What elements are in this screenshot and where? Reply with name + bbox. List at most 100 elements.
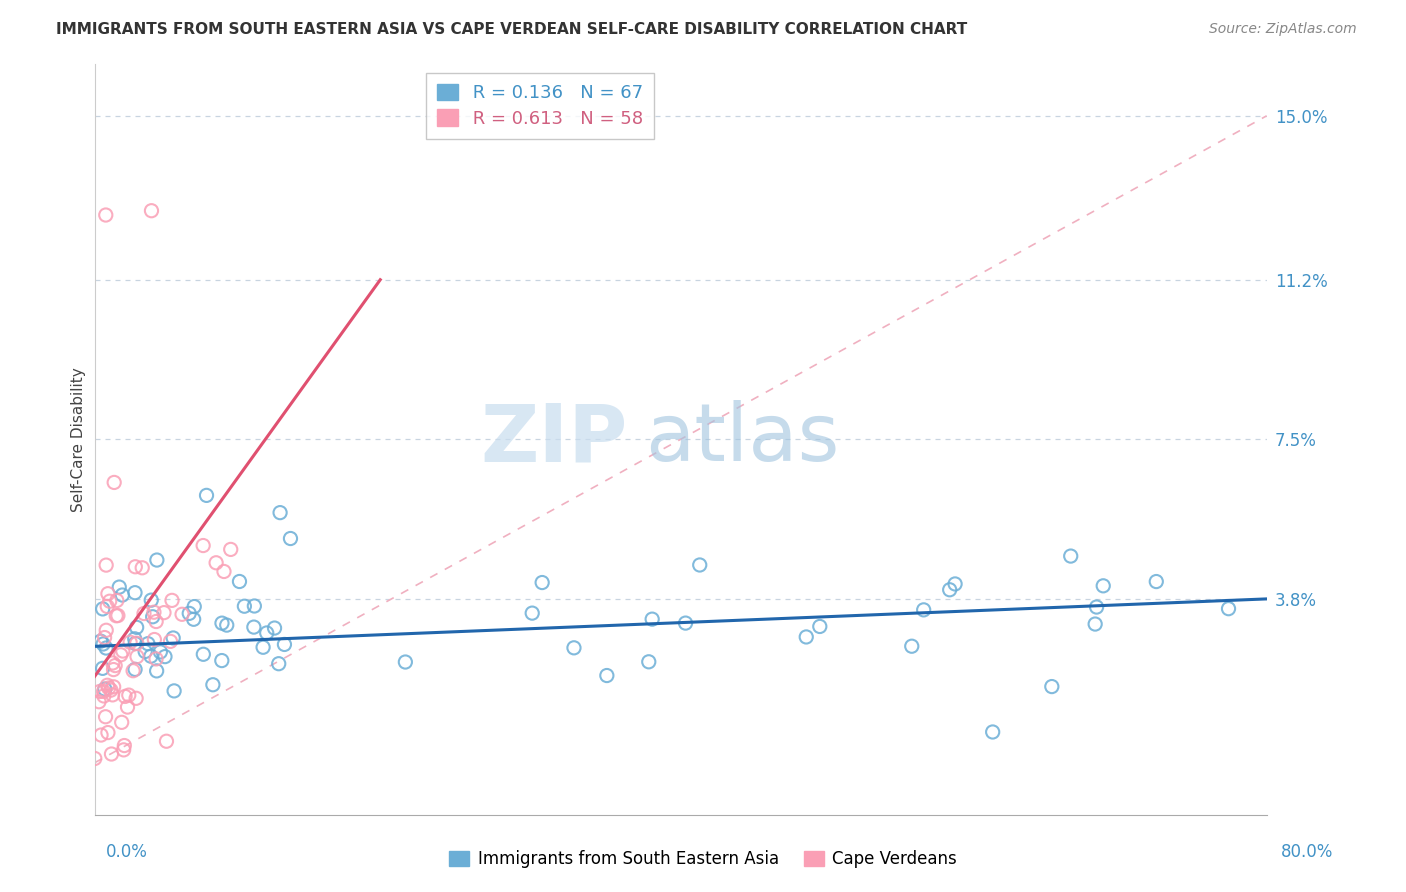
Point	[139, 649, 162, 664]
Point	[808, 619, 831, 633]
Point	[122, 664, 145, 678]
Point	[93, 689, 115, 703]
Point	[205, 556, 228, 570]
Point	[981, 725, 1004, 739]
Point	[97, 587, 120, 601]
Y-axis label: Self-Care Disability: Self-Care Disability	[72, 367, 86, 512]
Point	[1144, 574, 1167, 589]
Point	[162, 631, 184, 645]
Point	[943, 577, 966, 591]
Point	[96, 558, 118, 573]
Point	[103, 663, 125, 677]
Point	[280, 532, 302, 546]
Point	[219, 542, 242, 557]
Point	[96, 624, 118, 638]
Point	[912, 603, 935, 617]
Point	[111, 588, 134, 602]
Point	[124, 636, 146, 650]
Point	[103, 475, 125, 490]
Point	[212, 565, 235, 579]
Text: 80.0%: 80.0%	[1281, 843, 1333, 861]
Point	[145, 615, 167, 629]
Point	[1060, 549, 1083, 563]
Point	[90, 728, 112, 742]
Point	[183, 612, 205, 626]
Point	[641, 612, 664, 626]
Point	[689, 558, 711, 572]
Point	[145, 664, 167, 678]
Point	[105, 593, 128, 607]
Point	[112, 739, 135, 753]
Point	[155, 734, 177, 748]
Point	[124, 662, 146, 676]
Legend: Immigrants from South Eastern Asia, Cape Verdeans: Immigrants from South Eastern Asia, Cape…	[443, 844, 963, 875]
Point	[170, 607, 193, 622]
Point	[108, 580, 131, 594]
Point	[183, 599, 205, 614]
Point	[394, 655, 416, 669]
Point	[562, 640, 585, 655]
Point	[94, 208, 117, 222]
Point	[215, 618, 238, 632]
Point	[1040, 680, 1063, 694]
Point	[142, 605, 165, 619]
Text: Source: ZipAtlas.com: Source: ZipAtlas.com	[1209, 22, 1357, 37]
Point	[201, 678, 224, 692]
Point	[143, 632, 166, 647]
Point	[160, 593, 183, 607]
Point	[1085, 600, 1108, 615]
Point	[101, 656, 124, 670]
Point	[191, 539, 214, 553]
Point	[125, 649, 148, 664]
Point	[110, 648, 132, 662]
Point	[124, 585, 146, 599]
Point	[125, 691, 148, 706]
Point	[120, 635, 142, 649]
Point	[243, 599, 266, 613]
Point	[83, 751, 105, 765]
Point	[111, 715, 134, 730]
Point	[132, 607, 155, 621]
Point	[104, 658, 127, 673]
Point	[100, 747, 122, 761]
Point	[114, 690, 136, 704]
Point	[125, 620, 148, 634]
Point	[233, 599, 256, 614]
Point	[93, 684, 115, 698]
Point	[124, 559, 146, 574]
Point	[269, 506, 291, 520]
Point	[103, 680, 125, 694]
Point	[193, 648, 215, 662]
Point	[263, 621, 285, 635]
Point	[153, 649, 176, 664]
Point	[94, 681, 117, 696]
Point	[1084, 617, 1107, 632]
Point	[141, 203, 163, 218]
Point	[90, 634, 112, 648]
Point	[273, 637, 295, 651]
Text: ZIP: ZIP	[481, 401, 628, 478]
Point	[94, 640, 117, 655]
Point	[97, 725, 120, 739]
Point	[118, 688, 141, 702]
Point	[141, 593, 163, 607]
Point	[125, 636, 148, 650]
Point	[134, 644, 156, 658]
Point	[267, 657, 290, 671]
Point	[228, 574, 250, 589]
Point	[163, 684, 186, 698]
Text: IMMIGRANTS FROM SOUTH EASTERN ASIA VS CAPE VERDEAN SELF-CARE DISABILITY CORRELAT: IMMIGRANTS FROM SOUTH EASTERN ASIA VS CA…	[56, 22, 967, 37]
Point	[256, 626, 278, 640]
Point	[100, 683, 122, 698]
Point	[146, 553, 169, 567]
Point	[136, 637, 159, 651]
Point	[596, 668, 619, 682]
Point	[96, 678, 118, 692]
Point	[91, 661, 114, 675]
Point	[1092, 579, 1115, 593]
Point	[91, 602, 114, 616]
Point	[112, 743, 135, 757]
Point	[794, 630, 817, 644]
Point	[96, 599, 118, 614]
Point	[91, 637, 114, 651]
